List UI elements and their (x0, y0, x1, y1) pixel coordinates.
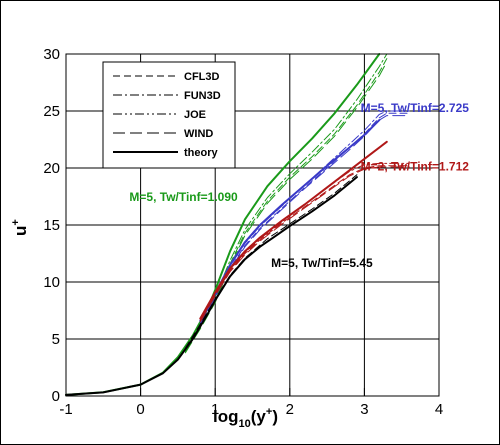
series-line-red (199, 165, 410, 322)
legend-label: JOE (184, 109, 206, 121)
series-annotation: M=5, Tw/Tinf=5.45 (271, 256, 373, 270)
y-tick-label: 5 (52, 331, 60, 348)
series-line-black (184, 174, 358, 349)
series-line-red (199, 140, 388, 320)
x-axis-label-sup: + (266, 406, 272, 418)
y-tick-label: 0 (52, 388, 60, 405)
legend-label: WIND (184, 128, 213, 140)
series-line-blue (199, 119, 381, 322)
y-tick-label: 30 (43, 46, 60, 63)
y-axis-label: u+ (10, 219, 30, 236)
legend-label: theory (184, 147, 219, 159)
series-line-green (184, 58, 388, 352)
y-axis-label-sup: + (10, 219, 22, 225)
series-annotation: M=2, Tw/Tinf=1.712 (361, 159, 470, 173)
series-line-red (199, 162, 410, 321)
x-axis-label-sub: 10 (239, 418, 251, 430)
legend: CFL3D FUN3D JOE WIND theory (102, 61, 236, 169)
series-annotation: M=5, Tw/Tinf=2.725 (361, 101, 470, 115)
x-axis-label-open: (y (251, 407, 267, 426)
legend-label: FUN3D (184, 90, 221, 102)
y-axis-label-base: u (11, 226, 30, 236)
annotations: M=5, Tw/Tinf=2.725 M=2, Tw/Tinf=1.712 M=5,… (129, 101, 469, 270)
x-tick-label: 0 (136, 401, 144, 418)
x-tick-label: -1 (59, 401, 72, 418)
series-line-red (199, 166, 410, 323)
ticks (65, 53, 440, 397)
legend-box (102, 61, 236, 169)
series-layer (65, 53, 410, 396)
y-tick-label: 20 (43, 160, 60, 177)
y-tick-label: 15 (43, 217, 60, 234)
legend-items: CFL3D FUN3D JOE WIND theory (113, 71, 221, 159)
x-axis-label-close: ) (272, 407, 278, 426)
x-tick-label: 1 (211, 401, 219, 418)
y-tick-label: 10 (43, 274, 60, 291)
x-axis-label-base: log (213, 407, 239, 426)
series-line-black (65, 176, 358, 396)
series-annotation: M=5, Tw/Tinf=1.090 (129, 190, 238, 204)
x-axis-label: log10(y+) (213, 406, 278, 430)
legend-label: CFL3D (184, 71, 220, 83)
series-line-green (184, 61, 388, 354)
x-tick-label: 4 (435, 401, 443, 418)
x-tick-label: 2 (286, 401, 294, 418)
series-line-blue (199, 110, 410, 323)
y-tick-label: 25 (43, 103, 60, 120)
x-tick-label: 3 (360, 401, 368, 418)
